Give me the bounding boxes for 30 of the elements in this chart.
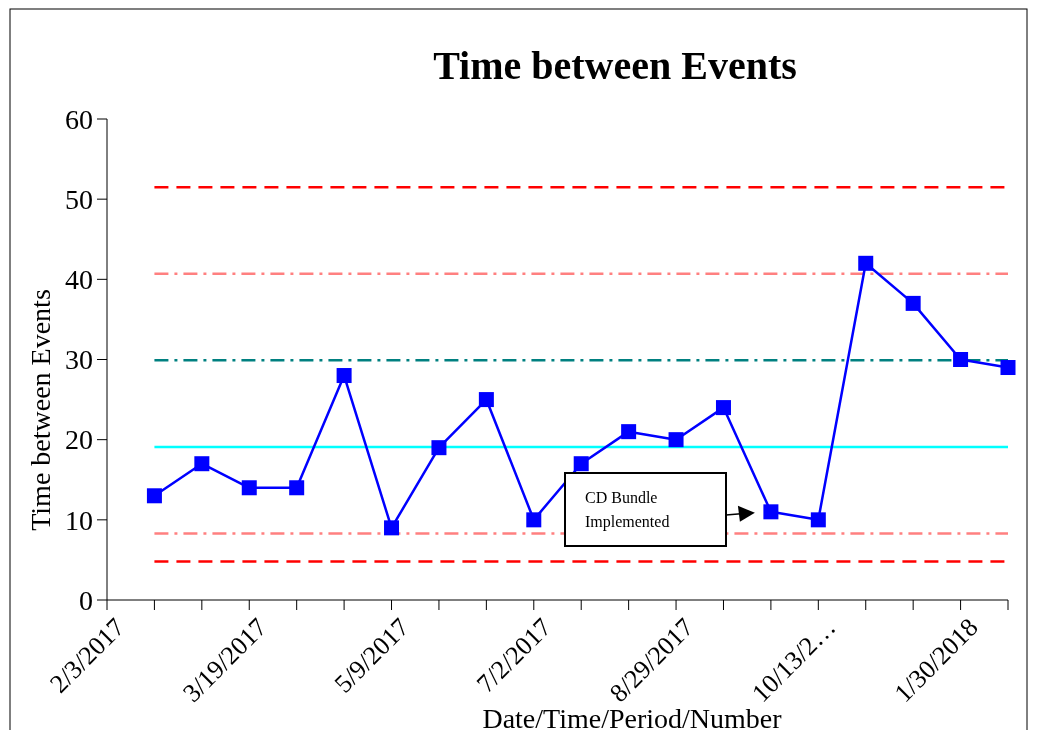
point xyxy=(336,368,352,384)
y-tick-label: 20 xyxy=(65,424,93,456)
point xyxy=(953,352,969,367)
y-axis-title: Time between Events xyxy=(25,289,56,531)
point xyxy=(715,400,731,416)
point xyxy=(621,424,637,440)
annotation: CD Bundle Implemented xyxy=(585,489,670,531)
point xyxy=(384,520,400,536)
point xyxy=(289,480,305,496)
y-tick-label: 50 xyxy=(65,183,93,215)
point xyxy=(241,480,257,496)
point xyxy=(858,255,874,271)
point xyxy=(573,456,589,472)
point xyxy=(668,432,684,448)
y-tick-label: 40 xyxy=(65,264,93,296)
chart-title: Time between Events xyxy=(433,43,797,88)
x-axis-title: Date/Time/Period/Number xyxy=(482,703,783,734)
point xyxy=(194,456,210,472)
point xyxy=(431,440,447,456)
y-tick-label: 10 xyxy=(65,504,93,536)
point xyxy=(810,512,826,528)
point xyxy=(478,392,494,408)
y-tick-label: 30 xyxy=(65,344,93,376)
y-tick-label: 0 xyxy=(79,584,93,616)
point xyxy=(905,295,921,311)
point xyxy=(146,488,162,504)
point xyxy=(1000,360,1016,376)
y-tick-label: 60 xyxy=(65,103,93,135)
point xyxy=(526,512,542,528)
point xyxy=(763,504,779,520)
